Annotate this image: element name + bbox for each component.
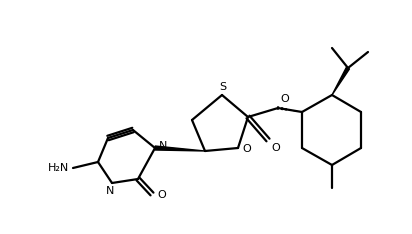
Polygon shape <box>332 67 349 95</box>
Text: N: N <box>159 141 167 151</box>
Text: O: O <box>157 190 166 200</box>
Text: O: O <box>280 94 289 104</box>
Text: O: O <box>242 144 251 154</box>
Text: N: N <box>106 186 114 196</box>
Text: O: O <box>271 143 280 153</box>
Text: H₂N: H₂N <box>48 163 69 173</box>
Polygon shape <box>155 146 205 151</box>
Text: S: S <box>220 82 227 92</box>
